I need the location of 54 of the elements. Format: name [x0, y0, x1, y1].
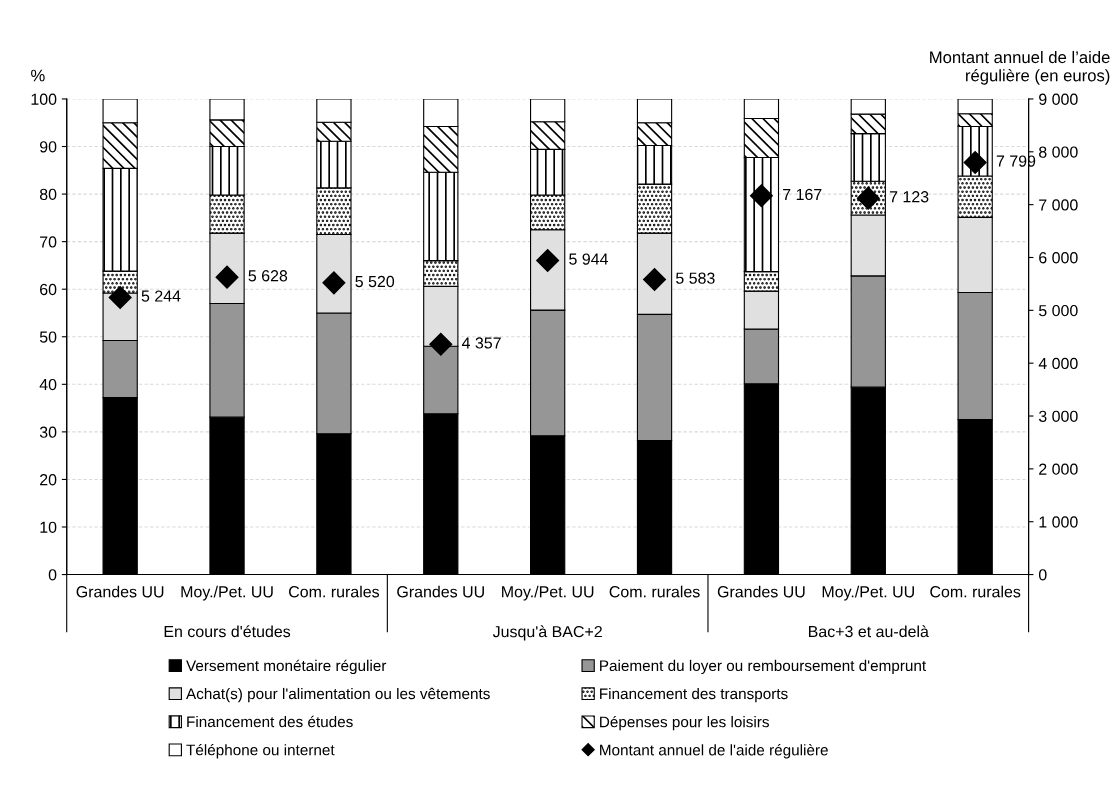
y-tick-label: 20 — [40, 474, 57, 486]
data-label: 7 123 — [889, 191, 929, 203]
y-axis-title: % — [31, 69, 45, 82]
y2-tick-label: 2 000 — [1039, 463, 1078, 475]
data-label: 4 357 — [461, 337, 501, 349]
y2-tick-label: 5 000 — [1038, 304, 1078, 317]
data-label: 5 520 — [355, 275, 395, 288]
y-tick-label: 60 — [40, 283, 57, 296]
y-tick-label: 80 — [39, 188, 57, 201]
point — [429, 332, 453, 356]
data-label: 5 244 — [141, 290, 181, 302]
data-label: 7 167 — [783, 188, 822, 201]
legend-label: Versement monétaire régulier — [186, 659, 387, 675]
y2-axis-title: Montant annuel de l’aide régulière (en euros) — [930, 50, 1110, 85]
text: Jusqu'à BAC+2 — [492, 625, 602, 641]
legend-label: Téléphone ou internet — [186, 743, 335, 759]
data-label: 5 944 — [569, 253, 608, 265]
y-tick-label: 70 — [40, 236, 57, 248]
y-tick-label: 90 — [39, 141, 57, 153]
y2-tick-label: 0 — [1038, 569, 1047, 581]
y-tick-label: 40 — [39, 378, 57, 391]
data-label: 5 583 — [676, 272, 715, 284]
legend-label: Paiement du loyer ou remboursement d'emprunt — [600, 659, 927, 675]
y2-tick-label: 8 000 — [1039, 146, 1078, 158]
y-tick-label: 50 — [39, 331, 57, 343]
x-tick-label: Grandes UU — [397, 585, 484, 598]
text: En cours d'études — [164, 625, 291, 638]
y2-tick-label: 7 000 — [1039, 199, 1078, 211]
y-tick-label: 10 — [40, 521, 57, 533]
data-label: 5 628 — [248, 270, 288, 282]
text: Bac+3 et au-delà — [808, 625, 929, 638]
y2-tick-label: 1 000 — [1039, 516, 1078, 528]
x-tick-label: Com. rurales — [609, 585, 700, 598]
x-tick-label: Grandes UU — [717, 585, 805, 598]
x-tick-label: Moy./Pet. UU — [822, 585, 914, 601]
y-tick-label: 100 — [31, 93, 57, 105]
y2-tick-label: 4 000 — [1038, 357, 1078, 370]
point — [108, 285, 132, 309]
x-tick-label: Grandes UU — [76, 585, 164, 598]
point — [749, 184, 773, 208]
legend-label: Dépenses pour les loisirs — [600, 715, 769, 731]
y2-tick-label: 3 000 — [1038, 410, 1078, 422]
x-tick-label: Moy./Pet. UU — [181, 585, 273, 601]
x-tick-label: Com. rurales — [930, 585, 1021, 598]
y-tick-label: 0 — [48, 569, 57, 581]
legend-label: Montant annuel de l'aide régulière — [600, 744, 828, 759]
y2-tick-label: 6 000 — [1039, 252, 1078, 264]
legend-label: Financement des études — [187, 715, 353, 728]
y2-tick-label: 9 000 — [1039, 93, 1078, 105]
legend-label: Financement des transports — [600, 687, 788, 703]
legend-label: Achat(s) pour l'alimentation ou les vêtements — [186, 687, 490, 703]
x-tick-label: Com. rurales — [289, 585, 380, 598]
y-tick-label: 30 — [39, 426, 57, 438]
x-tick-label: Moy./Pet. UU — [502, 585, 594, 601]
